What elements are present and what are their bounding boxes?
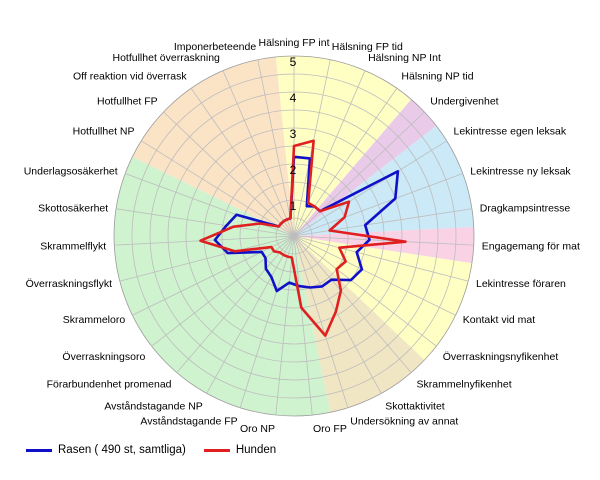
grid-spoke-9 <box>293 235 469 282</box>
series-lines <box>199 139 407 337</box>
grid-spoke-18 <box>206 235 295 394</box>
category-label-2: Hälsning NP Int <box>368 52 441 64</box>
grid-spoke-4 <box>293 111 425 237</box>
tick-label-4: 4 <box>290 91 297 105</box>
legend-swatch-rasen <box>26 448 52 452</box>
grid-spoke-6 <box>293 173 463 237</box>
grid-spoke-13 <box>293 235 382 394</box>
category-label-25: Underlagsosäkerhet <box>24 166 118 178</box>
grid-spoke-3 <box>293 88 398 237</box>
grid-spoke-11 <box>293 235 437 347</box>
legend: Rasen ( 490 st, samtliga) Hunden <box>26 444 294 456</box>
category-label-9: Lekintresse föraren <box>476 278 566 290</box>
grid-spoke-2 <box>293 70 366 237</box>
grid-spoke-28 <box>190 88 295 237</box>
category-label-14: Undersökning av annat <box>350 415 458 427</box>
sector-3 <box>294 226 475 264</box>
tick-label-5: 5 <box>290 55 297 69</box>
category-label-18: Avståndstagande NP <box>104 400 202 412</box>
category-label-8: Engagemang för mat <box>482 241 580 253</box>
grid-spoke-16 <box>275 235 295 416</box>
category-label-28: Off reaktion vid överrask <box>73 71 187 83</box>
grid-spoke-27 <box>163 111 295 237</box>
category-label-15: Oro FP <box>313 423 347 435</box>
legend-label-rasen: Rasen ( 490 st, samtliga) <box>58 444 186 456</box>
grid-spoke-30 <box>257 59 295 237</box>
series-line-1 <box>199 139 407 337</box>
grid-spoke-5 <box>293 140 447 237</box>
grid-spoke-26 <box>141 140 295 237</box>
category-label-4: Undergivenhet <box>430 96 498 108</box>
sector-5 <box>294 236 425 413</box>
grid-spoke-24 <box>116 208 295 237</box>
category-label-1: Hälsning FP tid <box>332 41 403 53</box>
category-label-23: Skrammelflykt <box>40 241 106 253</box>
sector-7 <box>132 56 294 236</box>
grid-spoke-19 <box>176 235 295 373</box>
category-label-11: Överraskningsnyfikenhet <box>443 351 559 363</box>
category-label-24: Skottosäkerhet <box>38 203 108 215</box>
category-label-22: Överraskningsflykt <box>26 278 112 290</box>
category-label-29: Hotfullhet överraskning <box>113 52 221 64</box>
sector-6 <box>114 156 331 416</box>
legend-item-hunden: Hunden <box>203 444 277 456</box>
grid-spoke-15 <box>293 235 313 416</box>
category-label-19: Förarbundenhet promenad <box>47 379 172 391</box>
category-label-17: Avståndstagande FP <box>140 415 237 427</box>
category-label-20: Överraskningsoro <box>62 351 145 363</box>
tick-label-3: 3 <box>290 127 297 141</box>
grid-spoke-17 <box>239 235 295 408</box>
radar-grid <box>113 55 475 417</box>
grid-spoke-21 <box>132 235 295 316</box>
category-label-12: Skrammelnyfikenhet <box>417 379 512 391</box>
grid-spoke-14 <box>293 235 349 408</box>
background-sectors <box>114 56 475 416</box>
category-label-5: Lekintresse egen leksak <box>454 126 567 138</box>
tick-label-1: 1 <box>290 199 297 213</box>
category-label-30: Imponerbeteende <box>174 41 256 53</box>
grid-spoke-12 <box>293 235 412 373</box>
grid-spoke-7 <box>293 208 472 237</box>
category-label-10: Kontakt vid mat <box>463 314 535 326</box>
tick-label-2: 2 <box>290 163 297 177</box>
category-label-27: Hotfullhet FP <box>97 96 158 108</box>
category-label-3: Hälsning NP tid <box>401 71 473 83</box>
category-label-26: Hotfullhet NP <box>73 126 135 138</box>
category-label-0: Hälsning FP int <box>258 37 329 49</box>
legend-item-rasen: Rasen ( 490 st, samtliga) <box>26 444 186 456</box>
category-label-6: Lekintresse ny leksak <box>470 166 571 178</box>
legend-swatch-hunden <box>203 448 230 452</box>
legend-label-hunden: Hunden <box>235 444 277 456</box>
grid-spoke-8 <box>293 235 474 246</box>
category-label-21: Skrammeloro <box>63 314 126 326</box>
category-label-16: Oro NP <box>240 423 275 435</box>
grid-spoke-22 <box>119 235 295 282</box>
radial-tick-labels: 1 2 3 4 5 <box>290 55 297 213</box>
grid-spoke-20 <box>151 235 295 347</box>
category-label-13: Skottaktivitet <box>385 400 445 412</box>
grid-spoke-29 <box>222 70 295 237</box>
category-label-7: Dragkampsintresse <box>480 203 571 215</box>
grid-spoke-10 <box>293 235 456 316</box>
